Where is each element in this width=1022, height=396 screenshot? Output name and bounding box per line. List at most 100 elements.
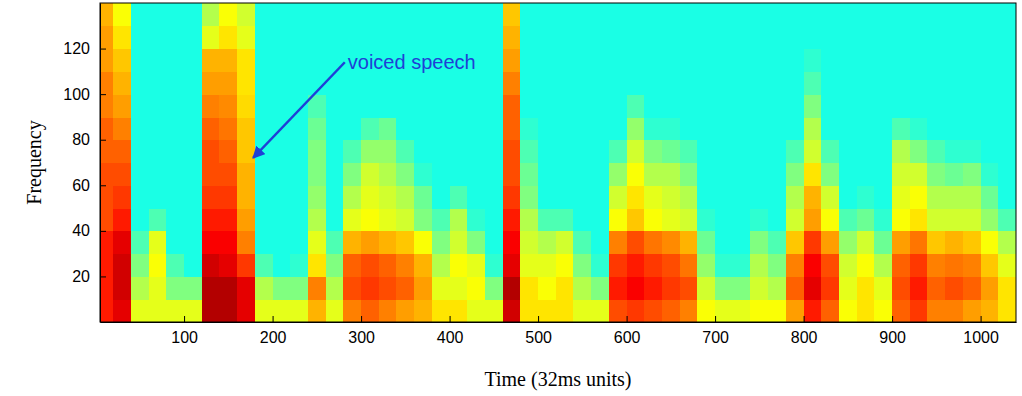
cell bbox=[273, 231, 291, 254]
cell bbox=[219, 94, 237, 117]
cell bbox=[131, 231, 149, 254]
cell bbox=[998, 26, 1016, 49]
cell bbox=[100, 49, 114, 72]
cell bbox=[414, 3, 432, 26]
cell bbox=[414, 254, 432, 277]
cell bbox=[556, 49, 574, 72]
cell bbox=[326, 231, 344, 254]
y-tick-mark bbox=[100, 140, 106, 141]
cell bbox=[503, 94, 521, 117]
cell bbox=[662, 276, 680, 299]
cell bbox=[485, 185, 503, 208]
cell bbox=[750, 276, 768, 299]
cell bbox=[467, 3, 485, 26]
cell bbox=[503, 140, 521, 163]
cell bbox=[892, 254, 910, 277]
cell bbox=[963, 185, 981, 208]
cell bbox=[556, 231, 574, 254]
cell bbox=[609, 26, 627, 49]
cell bbox=[839, 163, 857, 186]
cell bbox=[768, 140, 786, 163]
y-tick-label: 20 bbox=[72, 268, 90, 285]
cell bbox=[166, 140, 184, 163]
cell bbox=[981, 185, 999, 208]
cell bbox=[361, 299, 379, 322]
cell bbox=[414, 117, 432, 140]
cell bbox=[166, 94, 184, 117]
cell bbox=[219, 185, 237, 208]
cell bbox=[255, 208, 273, 231]
cell bbox=[219, 276, 237, 299]
y-tick: 20 bbox=[72, 268, 106, 285]
cell bbox=[662, 117, 680, 140]
cell bbox=[396, 140, 414, 163]
cell bbox=[786, 163, 804, 186]
chart: 1002003004005006007008009001000204060801… bbox=[0, 0, 1022, 396]
cell bbox=[963, 163, 981, 186]
cell bbox=[538, 140, 556, 163]
cell bbox=[361, 26, 379, 49]
cell bbox=[963, 254, 981, 277]
cell bbox=[149, 3, 167, 26]
x-tick: 800 bbox=[791, 316, 818, 346]
cell bbox=[556, 276, 574, 299]
cell bbox=[485, 49, 503, 72]
cell bbox=[821, 163, 839, 186]
cell bbox=[857, 71, 875, 94]
cell bbox=[998, 71, 1016, 94]
cell bbox=[892, 208, 910, 231]
cell bbox=[697, 94, 715, 117]
cell bbox=[432, 231, 450, 254]
cell bbox=[910, 254, 928, 277]
x-tick: 600 bbox=[614, 316, 641, 346]
cell bbox=[857, 276, 875, 299]
cell bbox=[627, 117, 645, 140]
cell bbox=[662, 140, 680, 163]
cell bbox=[981, 231, 999, 254]
cell bbox=[644, 71, 662, 94]
x-tick: 200 bbox=[260, 316, 287, 346]
cell bbox=[733, 208, 751, 231]
x-tick-label: 400 bbox=[437, 329, 464, 346]
cell bbox=[821, 140, 839, 163]
cell bbox=[308, 3, 326, 26]
y-tick-mark bbox=[100, 276, 106, 277]
cell bbox=[485, 254, 503, 277]
cell bbox=[874, 3, 892, 26]
cell bbox=[644, 26, 662, 49]
cell bbox=[591, 208, 609, 231]
cell bbox=[910, 163, 928, 186]
x-tick-mark bbox=[715, 316, 716, 322]
cell bbox=[149, 49, 167, 72]
cell bbox=[361, 71, 379, 94]
cell bbox=[927, 231, 945, 254]
x-tick-mark bbox=[184, 316, 185, 322]
cell bbox=[591, 71, 609, 94]
cell bbox=[981, 94, 999, 117]
cell bbox=[343, 117, 361, 140]
cell bbox=[927, 117, 945, 140]
cell bbox=[927, 71, 945, 94]
cell bbox=[202, 163, 220, 186]
cell bbox=[467, 231, 485, 254]
cell bbox=[361, 254, 379, 277]
cell bbox=[255, 276, 273, 299]
cell bbox=[733, 3, 751, 26]
cell bbox=[998, 185, 1016, 208]
cell bbox=[697, 140, 715, 163]
cell bbox=[910, 3, 928, 26]
cell bbox=[857, 140, 875, 163]
cell bbox=[857, 26, 875, 49]
cell bbox=[821, 49, 839, 72]
cell bbox=[290, 208, 308, 231]
cell bbox=[750, 163, 768, 186]
cell bbox=[874, 208, 892, 231]
cell bbox=[768, 208, 786, 231]
cell bbox=[768, 117, 786, 140]
y-tick-label: 80 bbox=[72, 131, 90, 148]
cell bbox=[857, 3, 875, 26]
cell bbox=[396, 254, 414, 277]
cell bbox=[343, 299, 361, 322]
cell bbox=[450, 299, 468, 322]
cell bbox=[662, 208, 680, 231]
